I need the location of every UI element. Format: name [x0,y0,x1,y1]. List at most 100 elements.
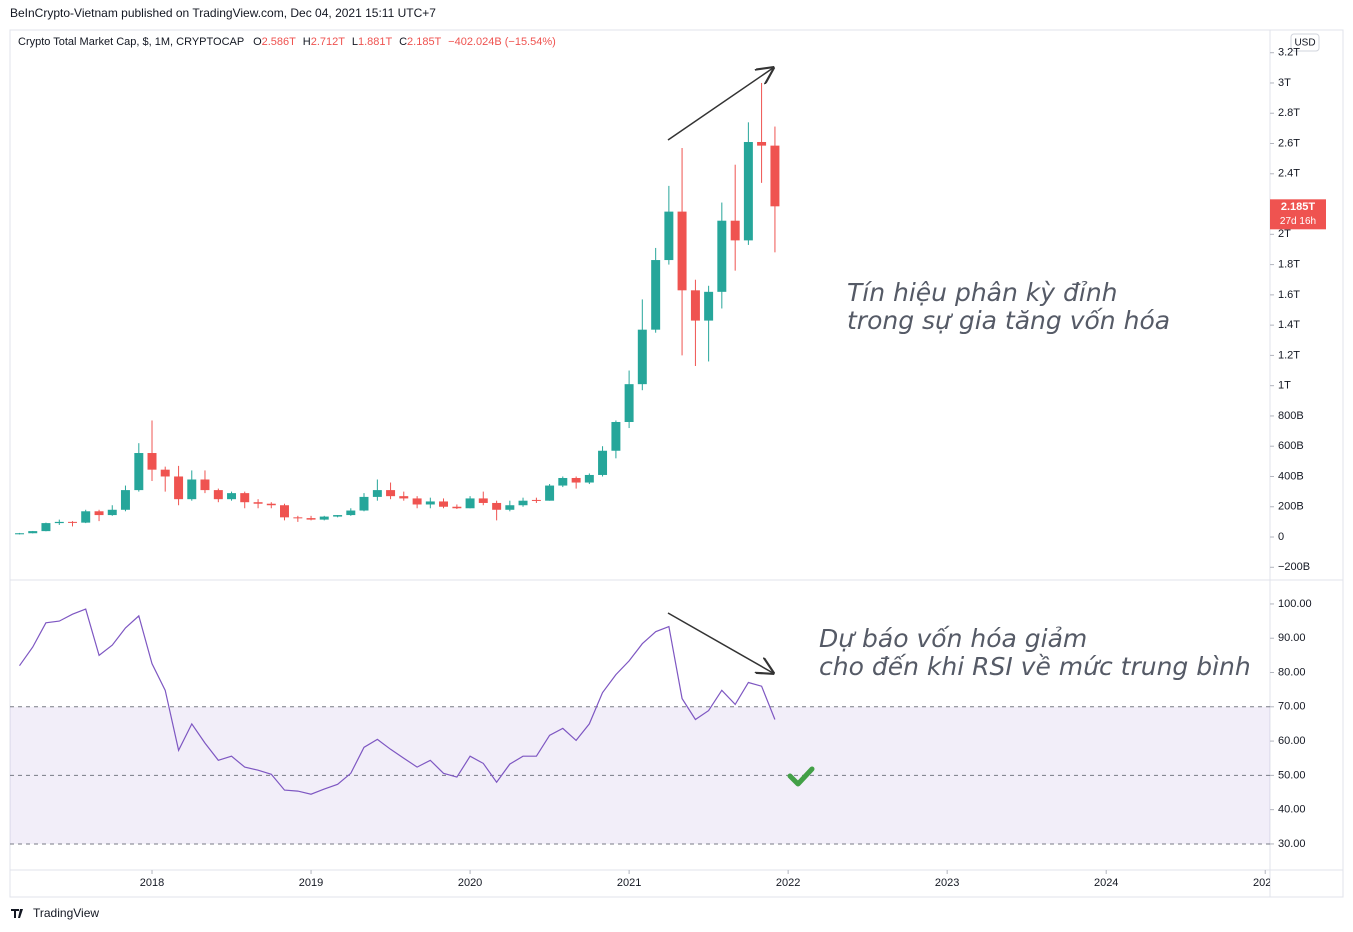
candle-body [346,510,356,516]
candle-body [651,260,661,330]
y-tick-label: 2.8T [1278,107,1300,119]
published-note: BeInCrypto-Vietnam published on TradingV… [10,6,436,20]
x-tick-label: 2023 [935,877,959,889]
candle-body [545,485,555,501]
legend-change: −402.024B (−15.54%) [448,36,556,48]
candle-body [531,499,541,501]
candle-body [306,518,316,520]
legend-value: 2.586T [262,36,297,48]
candle-body [624,384,634,422]
x-tick-label: 2019 [299,877,323,889]
arrow [667,612,773,673]
y-tick-label: 0 [1278,531,1284,543]
y-tick-label: 2.6T [1278,137,1300,149]
footer-brand: TradingView [33,906,99,920]
y-tick-label: 1.8T [1278,258,1300,270]
candle-body [187,479,197,500]
candle-body [107,509,117,516]
x-tick-label: 2021 [617,877,641,889]
last-price-box [1270,199,1326,230]
y-tick-label: 2T [1278,228,1291,240]
candle-body [279,505,289,518]
candle-body [227,493,237,500]
candle-body [465,498,475,509]
candle-body [134,453,144,491]
x-tick-label: 2022 [776,877,800,889]
currency-button[interactable] [1290,33,1320,52]
y-tick-label: 1T [1278,380,1291,392]
legend-key: C [399,36,407,48]
y-tick-label: 1.2T [1278,349,1300,361]
candle-body [399,496,409,499]
rsi-y-tick-label: 50.00 [1278,769,1306,781]
candle-body [68,521,77,523]
candle-body [240,493,250,503]
x-tick-label: 2024 [1094,877,1118,889]
plot-area [10,82,1270,845]
last-price-label: 2.185T [1281,201,1316,213]
y-tick-label: 1.6T [1278,289,1300,301]
candle-body [81,511,91,523]
candle-body [584,474,594,483]
candle-body [425,501,435,505]
legend-value: 2.712T [311,36,346,48]
candle-body [717,220,727,292]
currency[interactable]: USD [1294,38,1315,49]
arrow [667,68,773,141]
annotation: Tín hiệu phân kỳ đỉnh [847,278,1118,307]
candle-body [293,517,303,519]
annotation: Dự báo vốn hóa giảm [819,624,1087,653]
y-tick-label: 400B [1278,470,1304,482]
y-tick-label: 3T [1278,77,1291,89]
candle-body [120,490,130,510]
countdown: 27d 16h [1280,216,1316,227]
time-axis: 2018 2019 2020 2021 2022 2023 2024 2025 [140,870,1270,889]
footer-logo [11,909,23,918]
legend-key: L [352,36,358,48]
candle-body [637,329,647,385]
rsi-y-tick-label: 90.00 [1278,632,1306,644]
candle-body [743,141,753,241]
legend-value: 1.881T [358,36,393,48]
x-tick-label: 2018 [140,877,164,889]
candle-body [492,502,502,510]
candle-body [372,490,382,497]
annotation: trong sự gia tăng vốn hóa [847,306,1170,335]
rsi-y-tick-label: 30.00 [1278,838,1306,850]
candle-body [677,211,687,291]
rsi-y-tick-label: 100.00 [1278,598,1312,610]
y-tick-label: 1.4T [1278,319,1300,331]
rsi-band [10,706,1270,844]
candle-body [15,533,25,535]
legend-key: O [253,36,262,48]
candle-body [478,498,488,503]
rsi-y-tick-label: 70.00 [1278,701,1306,713]
candle-body [439,501,449,507]
check-mark [787,766,815,787]
candle-body [611,421,621,451]
candle-body [94,511,104,516]
x-tick-label: 2020 [458,877,482,889]
candle-body [412,498,422,505]
candle-body [41,523,51,532]
candle-body [28,531,38,534]
annotation: cho đến khi RSI về mức trung bình [819,652,1251,681]
candle-body [518,500,528,506]
candle-body [571,477,581,483]
legend-key: H [303,36,311,48]
candle-body [174,476,184,500]
candle-body [690,290,700,321]
candle-body [147,453,157,470]
candle-body [319,516,329,520]
candle-body [757,141,767,146]
symbol: Crypto Total Market Cap, $, 1M, CRYPTOCA… [18,36,244,48]
rsi-y-tick-label: 80.00 [1278,666,1306,678]
y-tick-label: −200B [1278,561,1310,573]
candle-body [359,496,369,511]
candle-body [704,291,714,321]
y-tick-label: 600B [1278,440,1304,452]
candle-body [452,506,462,509]
candle-body [770,145,780,207]
y-tick-label: 800B [1278,410,1304,422]
